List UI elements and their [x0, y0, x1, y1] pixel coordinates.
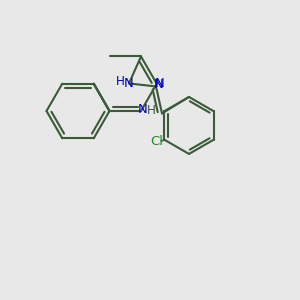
Text: Cl: Cl	[150, 135, 163, 148]
Text: H: H	[116, 75, 124, 88]
Text: N: N	[124, 77, 134, 90]
Text: N: N	[138, 103, 147, 116]
Text: N: N	[155, 77, 165, 90]
Text: H: H	[147, 104, 156, 117]
Text: N: N	[154, 78, 164, 92]
